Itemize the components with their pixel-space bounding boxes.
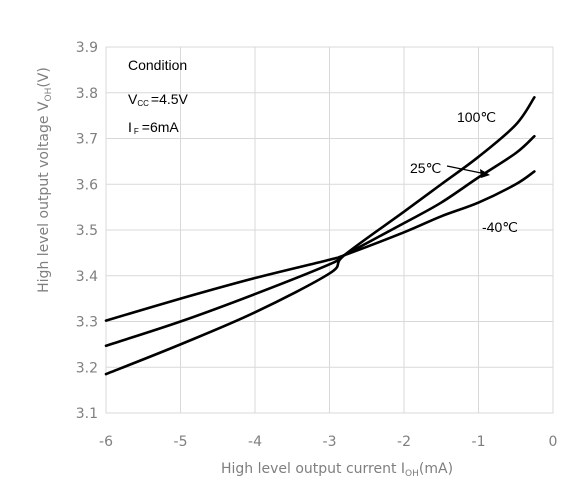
series-label-100c: 100℃ [457,109,496,125]
plot-area-border [105,46,554,414]
grid [105,46,554,414]
x-tick-label: -2 [397,434,411,450]
y-tick-label: 3.1 [76,406,98,422]
series-label-minus40c: -40℃ [482,219,518,235]
x-tick-label: -3 [323,434,337,450]
x-tick-label: 0 [549,434,558,450]
x-tick-label: -5 [174,434,188,450]
y-axis-title: High level output voltage VOH(V) [36,67,54,293]
y-tick-label: 3.6 [76,177,98,193]
x-axis-title: High level output current IOH(mA) [221,461,453,479]
series-line-25c [104,134,536,348]
leader-arrow-line [446,165,487,175]
condition-annotation: Condition VCC =4.5V I F =6mA [128,57,189,136]
y-tick-label: 3.4 [76,269,98,285]
y-tick-label: 3.2 [76,360,98,376]
series-label-25c: 25℃ [410,160,441,176]
x-tick-label: -6 [99,434,113,450]
series-line-minus40c [104,170,536,322]
x-tick-labels: -6 -5 -4 -3 -2 -1 0 [99,434,557,450]
leader-arrow-head [480,169,490,178]
condition-title: Condition [128,57,187,73]
x-tick-label: -1 [472,434,486,450]
series-line-100c [104,96,536,376]
condition-if: I F =6mA [128,119,179,136]
y-tick-label: 3.9 [76,40,98,56]
y-tick-label: 3.7 [76,132,98,148]
y-tick-label: 3.3 [76,315,98,331]
leader-arrow [446,165,490,178]
series-lines [104,96,536,376]
y-tick-label: 3.5 [76,223,98,239]
condition-vcc: VCC =4.5V [128,91,189,108]
y-tick-label: 3.8 [76,86,98,102]
x-tick-label: -4 [248,434,262,450]
y-tick-labels: 3.1 3.2 3.3 3.4 3.5 3.6 3.7 3.8 3.9 [76,40,98,422]
